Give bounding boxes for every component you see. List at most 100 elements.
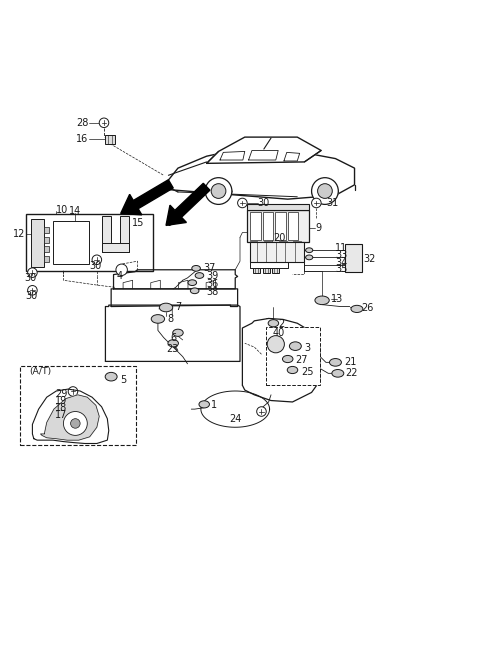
Bar bbox=[53, 220, 89, 264]
Text: 15: 15 bbox=[132, 218, 144, 228]
Text: 16: 16 bbox=[76, 134, 88, 144]
Text: 28: 28 bbox=[76, 118, 88, 128]
Bar bbox=[263, 212, 274, 239]
Text: 5: 5 bbox=[120, 375, 126, 386]
Ellipse shape bbox=[191, 288, 199, 294]
Bar bbox=[44, 247, 49, 252]
Text: 21: 21 bbox=[344, 358, 357, 367]
Text: 14: 14 bbox=[69, 206, 82, 216]
Text: 30: 30 bbox=[25, 291, 37, 300]
Ellipse shape bbox=[351, 305, 363, 312]
Text: 8: 8 bbox=[168, 314, 174, 324]
Circle shape bbox=[318, 184, 332, 198]
Circle shape bbox=[211, 184, 226, 198]
Text: 39: 39 bbox=[206, 272, 219, 281]
Text: 20: 20 bbox=[274, 234, 286, 243]
Text: 11: 11 bbox=[336, 243, 348, 253]
Text: 13: 13 bbox=[331, 295, 343, 304]
Polygon shape bbox=[40, 395, 99, 440]
Ellipse shape bbox=[168, 340, 179, 347]
Ellipse shape bbox=[199, 401, 209, 408]
Circle shape bbox=[92, 255, 102, 264]
Text: 38: 38 bbox=[206, 287, 219, 297]
Ellipse shape bbox=[192, 266, 200, 271]
Ellipse shape bbox=[332, 369, 344, 377]
Polygon shape bbox=[166, 183, 210, 226]
Text: 27: 27 bbox=[295, 356, 307, 365]
Circle shape bbox=[63, 411, 87, 436]
Text: 24: 24 bbox=[229, 414, 241, 424]
Text: 26: 26 bbox=[362, 303, 374, 313]
Ellipse shape bbox=[306, 248, 313, 253]
Text: 7: 7 bbox=[176, 302, 182, 312]
Text: 34: 34 bbox=[336, 258, 348, 268]
Polygon shape bbox=[120, 180, 173, 215]
Text: 12: 12 bbox=[13, 228, 25, 239]
Bar bbox=[266, 327, 320, 385]
Ellipse shape bbox=[287, 367, 298, 373]
Bar bbox=[102, 243, 129, 252]
Ellipse shape bbox=[173, 329, 183, 337]
Ellipse shape bbox=[67, 398, 77, 404]
Text: 17: 17 bbox=[55, 410, 67, 420]
Bar bbox=[250, 242, 304, 262]
Circle shape bbox=[238, 198, 247, 208]
Bar bbox=[20, 366, 136, 445]
Text: 9: 9 bbox=[315, 223, 322, 233]
Polygon shape bbox=[106, 305, 240, 361]
Polygon shape bbox=[114, 270, 238, 289]
Ellipse shape bbox=[67, 404, 77, 411]
Bar bbox=[279, 241, 287, 245]
Text: 6: 6 bbox=[170, 333, 176, 344]
Bar bbox=[253, 268, 260, 273]
Bar bbox=[247, 204, 309, 210]
Text: 37: 37 bbox=[204, 263, 216, 274]
Bar bbox=[105, 135, 116, 144]
Ellipse shape bbox=[268, 319, 279, 327]
Bar bbox=[26, 215, 153, 271]
Bar bbox=[102, 216, 111, 252]
Text: 3: 3 bbox=[304, 343, 311, 353]
Ellipse shape bbox=[195, 273, 204, 278]
Polygon shape bbox=[242, 318, 320, 402]
Circle shape bbox=[312, 198, 321, 208]
Circle shape bbox=[205, 178, 232, 205]
Text: 31: 31 bbox=[326, 198, 338, 208]
Circle shape bbox=[28, 268, 37, 277]
Bar bbox=[250, 241, 257, 245]
Ellipse shape bbox=[282, 356, 293, 363]
Bar bbox=[120, 216, 129, 252]
Text: 40: 40 bbox=[273, 328, 285, 338]
Text: 2: 2 bbox=[278, 319, 285, 329]
Polygon shape bbox=[111, 289, 238, 306]
Circle shape bbox=[68, 386, 78, 396]
Ellipse shape bbox=[306, 255, 313, 260]
Polygon shape bbox=[206, 137, 321, 163]
Text: 33: 33 bbox=[336, 251, 348, 260]
Bar bbox=[293, 241, 301, 245]
Text: 30: 30 bbox=[24, 274, 36, 283]
Circle shape bbox=[71, 419, 80, 428]
Ellipse shape bbox=[188, 280, 197, 285]
Polygon shape bbox=[312, 191, 338, 200]
Bar bbox=[251, 212, 261, 239]
Bar bbox=[263, 268, 270, 273]
Text: 36: 36 bbox=[206, 279, 219, 289]
Text: 19: 19 bbox=[55, 396, 67, 406]
Ellipse shape bbox=[67, 411, 77, 418]
Bar bbox=[247, 210, 309, 242]
Ellipse shape bbox=[315, 296, 329, 304]
Bar bbox=[44, 256, 49, 262]
Bar bbox=[44, 237, 49, 243]
Text: 35: 35 bbox=[336, 264, 348, 274]
Ellipse shape bbox=[105, 373, 117, 381]
Circle shape bbox=[28, 285, 37, 295]
Text: 10: 10 bbox=[56, 205, 69, 215]
Ellipse shape bbox=[289, 342, 301, 350]
Circle shape bbox=[267, 336, 284, 353]
Text: 22: 22 bbox=[345, 368, 358, 379]
Bar bbox=[44, 228, 49, 233]
Circle shape bbox=[312, 178, 338, 205]
Bar bbox=[264, 241, 272, 245]
Bar bbox=[288, 212, 298, 239]
